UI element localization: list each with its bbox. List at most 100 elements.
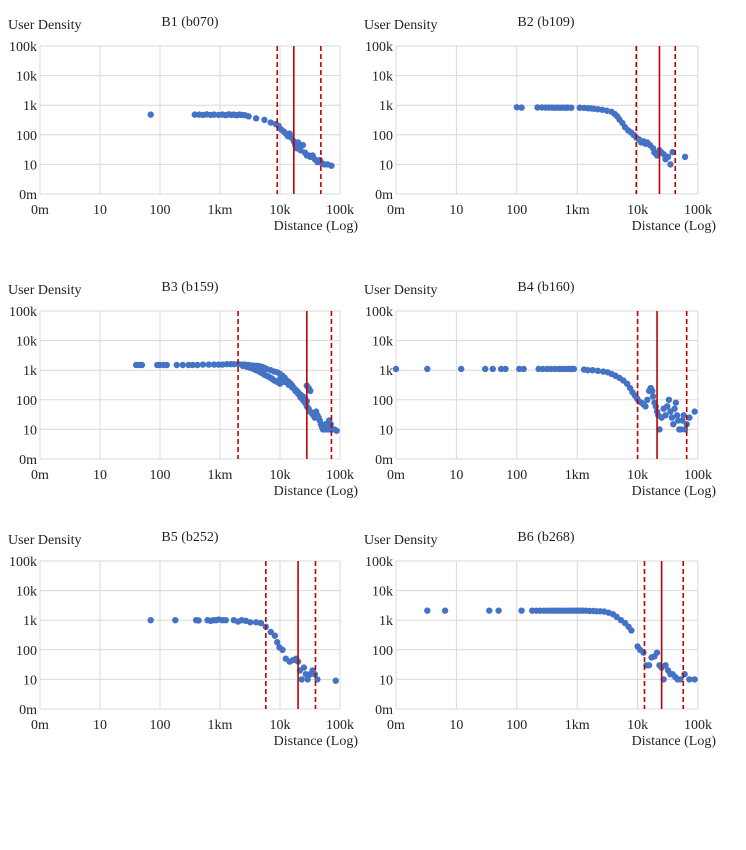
- data-point: [691, 676, 698, 683]
- y-tick-label: 1k: [23, 364, 37, 379]
- y-tick-label: 1k: [379, 364, 393, 379]
- data-point: [680, 412, 687, 419]
- y-tick-label: 10: [379, 158, 393, 173]
- data-point: [173, 361, 180, 369]
- data-point: [199, 361, 207, 368]
- data-point: [392, 365, 400, 373]
- data-point: [584, 367, 592, 374]
- data-point: [147, 617, 154, 624]
- data-point: [486, 607, 493, 614]
- x-tick-label: 10: [93, 718, 107, 733]
- x-tick-label: 0m: [387, 203, 405, 218]
- x-axis-label: Distance (Log): [632, 734, 717, 749]
- y-tick-label: 100k: [365, 305, 393, 320]
- x-tick-label: 100: [150, 718, 171, 733]
- y-tick-label: 10k: [16, 335, 37, 350]
- data-point: [482, 365, 489, 373]
- data-point: [502, 365, 509, 373]
- data-point: [252, 619, 260, 626]
- x-tick-label: 100k: [326, 468, 354, 483]
- x-tick-label: 100k: [684, 468, 712, 483]
- data-point: [300, 664, 308, 671]
- y-tick-label: 1k: [379, 614, 393, 629]
- y-tick-label: 0m: [375, 453, 393, 468]
- x-tick-label: 1km: [565, 718, 590, 733]
- y-tick-label: 10: [379, 423, 393, 438]
- data-point: [274, 639, 281, 646]
- data-point: [664, 403, 671, 410]
- data-point: [307, 387, 314, 395]
- data-point: [138, 361, 146, 369]
- data-point: [628, 627, 635, 634]
- x-tick-label: 10k: [627, 203, 648, 218]
- y-axis-label: User Density: [8, 18, 82, 33]
- x-tick-label: 10k: [627, 718, 648, 733]
- data-point: [179, 361, 187, 369]
- data-point: [662, 662, 669, 669]
- data-point: [669, 148, 676, 156]
- data-point: [518, 104, 525, 111]
- x-tick-label: 100: [506, 718, 527, 733]
- data-point: [665, 396, 673, 403]
- chart-panel-3: 0m 10 100 1k 10k 100k 0m 10 100 1km 10k 100k User De…: [8, 280, 358, 499]
- data-point: [671, 405, 678, 412]
- data-point: [247, 619, 254, 626]
- data-point: [191, 111, 198, 118]
- data-point: [252, 115, 260, 122]
- data-point: [673, 412, 681, 419]
- x-tick-label: 100: [150, 468, 171, 483]
- y-tick-label: 0m: [19, 453, 37, 468]
- y-tick-label: 10: [23, 158, 37, 173]
- chart-title: B1 (b070): [161, 15, 219, 30]
- chart-title: B5 (b252): [161, 530, 219, 545]
- data-point: [653, 649, 661, 656]
- data-point: [147, 111, 154, 118]
- y-tick-label: 10k: [372, 335, 393, 350]
- x-tick-label: 100: [506, 468, 527, 483]
- x-tick-label: 1km: [208, 718, 233, 733]
- y-axis-label: User Density: [364, 533, 438, 548]
- y-tick-label: 0m: [19, 188, 37, 203]
- y-tick-label: 0m: [375, 703, 393, 718]
- x-tick-label: 10k: [270, 718, 291, 733]
- data-point: [332, 677, 339, 684]
- x-axis-label: Distance (Log): [632, 219, 717, 234]
- data-point: [205, 361, 212, 368]
- y-axis-label: User Density: [8, 533, 82, 548]
- chart-panel-4: 0m 10 100 1k 10k 100k 0m 10 100 1km 10k 100k User De…: [364, 280, 716, 499]
- y-tick-label: 10: [23, 673, 37, 688]
- data-point: [644, 396, 651, 403]
- data-point: [257, 619, 265, 627]
- y-tick-label: 10k: [16, 70, 37, 85]
- y-tick-label: 10k: [372, 70, 393, 85]
- data-point: [299, 141, 307, 149]
- y-axis-label: User Density: [8, 283, 82, 298]
- y-tick-label: 100: [16, 129, 37, 144]
- y-tick-label: 1k: [23, 99, 37, 114]
- x-tick-label: 100k: [326, 718, 354, 733]
- x-tick-label: 100k: [684, 203, 712, 218]
- x-tick-label: 1km: [208, 468, 233, 483]
- data-point: [245, 113, 252, 120]
- x-tick-label: 1km: [208, 203, 233, 218]
- data-point: [302, 670, 310, 678]
- x-tick-label: 100: [150, 203, 171, 218]
- y-tick-label: 10: [379, 673, 393, 688]
- y-tick-label: 100k: [9, 40, 37, 55]
- y-axis-label: User Density: [364, 283, 438, 298]
- x-axis-label: Distance (Log): [274, 219, 359, 234]
- data-point: [328, 162, 335, 169]
- x-tick-label: 1km: [565, 203, 590, 218]
- data-point: [333, 427, 340, 434]
- data-point: [261, 116, 268, 124]
- y-tick-label: 100: [16, 394, 37, 409]
- y-axis-label: User Density: [364, 18, 438, 33]
- data-point: [681, 153, 689, 161]
- x-tick-label: 10: [449, 468, 463, 483]
- data-point: [681, 670, 688, 678]
- chart-panel-2: 0m 10 100 1k 10k 100k 0m 10 100 1km 10k 100k User De…: [364, 15, 716, 234]
- y-tick-label: 1k: [379, 99, 393, 114]
- y-tick-label: 0m: [19, 703, 37, 718]
- y-tick-label: 10k: [16, 585, 37, 600]
